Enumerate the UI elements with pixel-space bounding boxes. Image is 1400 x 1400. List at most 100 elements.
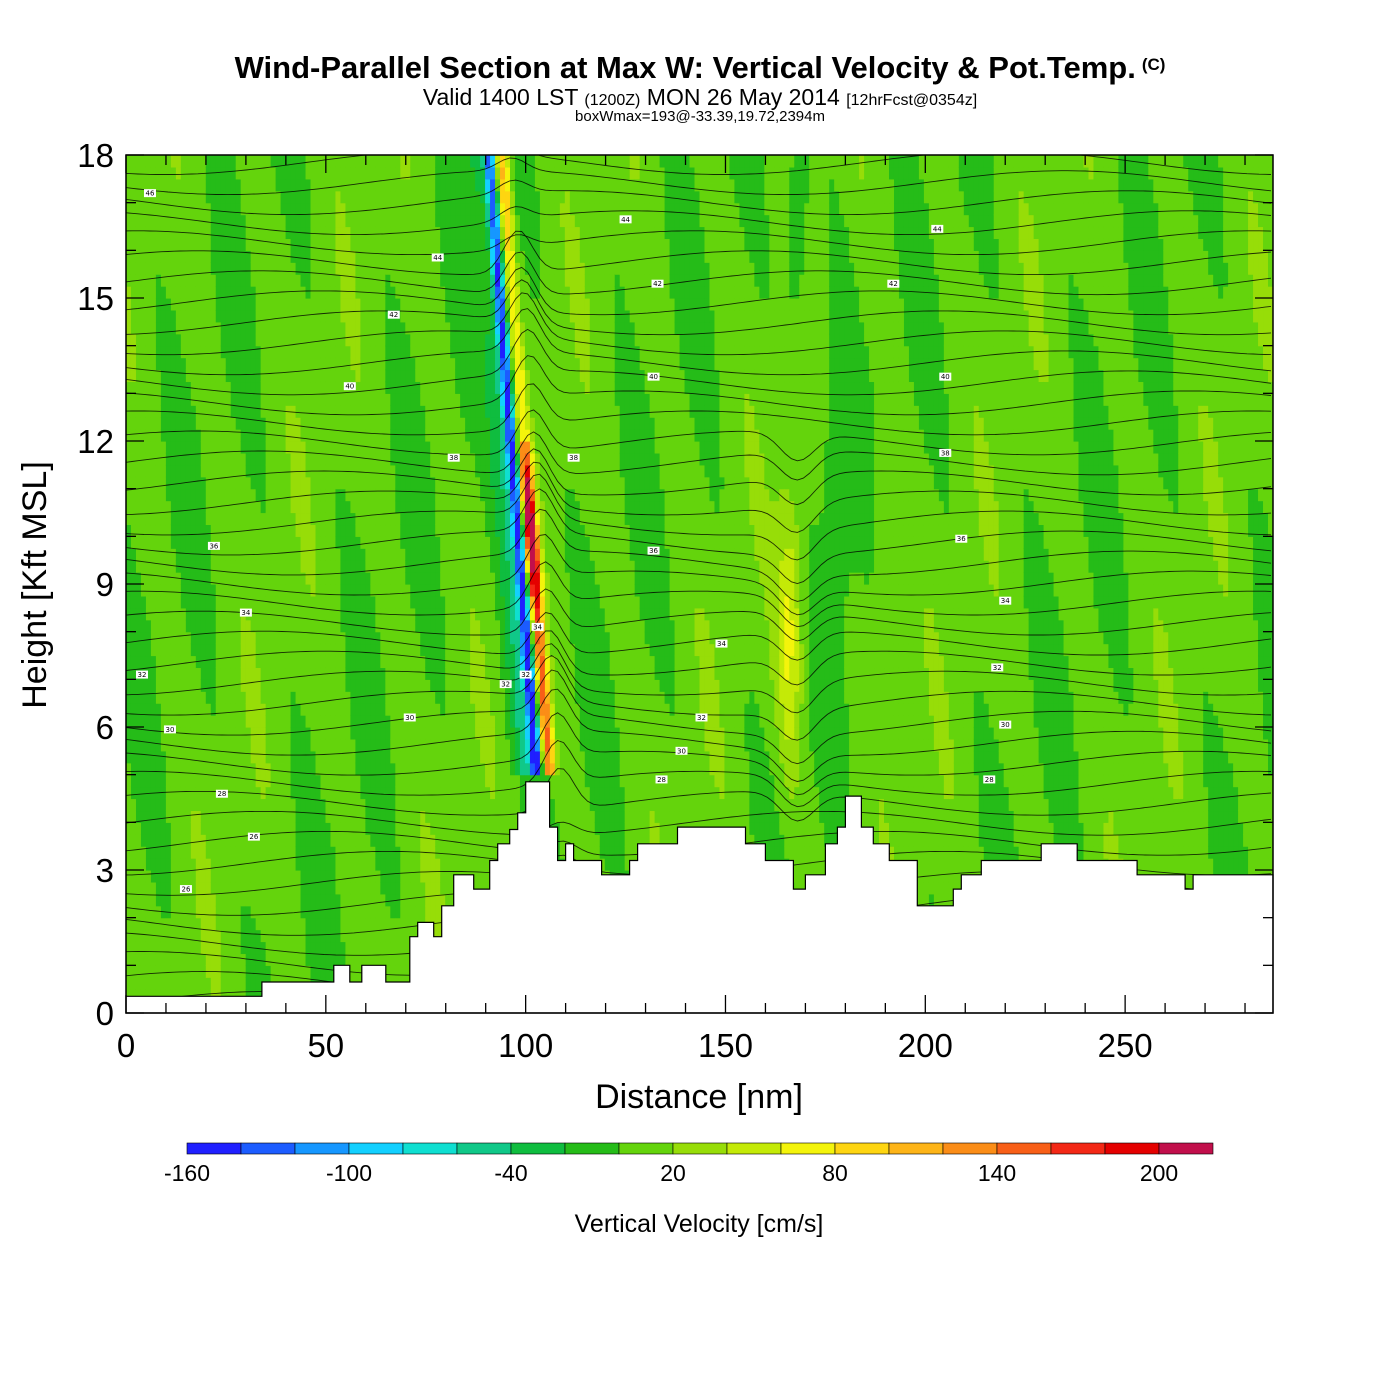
theta-contour	[126, 534, 1272, 616]
contour-label-box	[343, 382, 356, 391]
y-axis-title: Height [Kft MSL]	[16, 461, 54, 709]
contour-label-box	[715, 639, 728, 648]
colorbar-swatch	[888, 1142, 944, 1155]
theta-contour	[126, 431, 1272, 481]
y-tick-label: 12	[77, 423, 114, 460]
contour-label: 32	[501, 681, 510, 689]
contour-label-box	[499, 680, 512, 689]
colorbar-swatch	[510, 1142, 566, 1155]
contour-label: 34	[717, 640, 726, 648]
colorbar-swatch	[942, 1142, 998, 1155]
contour-label-box	[239, 608, 252, 617]
contour-label-box	[647, 546, 660, 555]
colorbar-swatch	[1158, 1142, 1214, 1155]
theta-contour	[126, 588, 1272, 642]
contour-label: 36	[957, 535, 966, 543]
contour-label-box	[135, 670, 148, 679]
x-tick-label: 250	[1098, 1027, 1153, 1064]
contour-label-box	[939, 448, 952, 457]
forecast-info: [12hrFcst@0354z]	[846, 92, 978, 109]
colorbar-tick-label: -160	[164, 1160, 210, 1186]
theta-contour	[126, 688, 1272, 782]
contour-label: 34	[533, 623, 542, 631]
contour-label: 40	[345, 383, 354, 391]
contour-label-box	[567, 453, 580, 462]
contour-label-box	[695, 713, 708, 722]
theta-contour	[126, 643, 1272, 714]
theta-contour	[126, 111, 1271, 135]
contour-label-box	[531, 622, 544, 631]
chart-title-text: Wind-Parallel Section at Max W: Vertical…	[234, 50, 1136, 85]
boxwmax-info: boxWmax=193@-33.39,19.72,2394m	[575, 108, 825, 125]
x-tick-label: 100	[498, 1027, 553, 1064]
contour-label: 40	[649, 373, 658, 381]
colorbar-tick-label: -40	[494, 1160, 527, 1186]
theta-contour	[126, 612, 1272, 661]
theta-contour	[126, 508, 1272, 602]
theta-contour	[126, 739, 1272, 808]
theta-contour	[126, 810, 1272, 836]
contour-label-box	[931, 224, 944, 233]
colorbar-swatch	[564, 1142, 620, 1155]
contour-label: 42	[653, 280, 662, 288]
theta-contour	[126, 179, 1272, 216]
contour-label: 38	[569, 454, 578, 462]
y-tick-label: 0	[96, 995, 114, 1032]
contour-label-box	[207, 541, 220, 550]
theta-contour	[126, 409, 1272, 462]
x-tick-label: 200	[898, 1027, 953, 1064]
contour-label-box	[519, 670, 532, 679]
theta-contour	[126, 669, 1272, 765]
contour-label-box	[999, 720, 1012, 729]
contour-label: 32	[138, 671, 147, 679]
contour-labels: 46 44 42 40 44 42 40 44 42 40 38 38 38 36 36 36 34 34 34 32…	[135, 189, 1012, 894]
y-tick-label: 15	[77, 280, 114, 317]
contour-label: 36	[649, 547, 658, 555]
colorbar-swatch	[672, 1142, 728, 1155]
colorbar-title: Vertical Velocity [cm/s]	[575, 1210, 824, 1238]
contour-label-box	[999, 596, 1012, 605]
y-tick-label: 9	[96, 566, 114, 603]
contour-label-box	[655, 775, 668, 784]
colorbar-swatch	[402, 1142, 458, 1155]
chart-subtitle: Valid 1400 LST (1200Z) MON 26 May 2014 […	[0, 84, 1400, 114]
contour-label: 30	[1001, 721, 1010, 729]
theta-contour	[126, 488, 1272, 584]
chart-title: Wind-Parallel Section at Max W: Vertical…	[0, 50, 1400, 86]
contour-label: 34	[241, 609, 250, 617]
contour-label: 26	[249, 833, 258, 841]
contour-label: 30	[677, 747, 686, 755]
contour-label: 34	[1001, 597, 1010, 605]
contour-label-box	[651, 279, 664, 288]
contour-label: 44	[433, 254, 442, 262]
contour-label-box	[983, 775, 996, 784]
theta-contour	[126, 251, 1272, 296]
colorbar-swatch	[456, 1142, 512, 1155]
contour-label-box	[447, 453, 460, 462]
contour-label-box	[675, 746, 688, 755]
y-tick-label: 6	[96, 709, 114, 746]
contour-label: 42	[889, 280, 898, 288]
contour-label: 44	[933, 225, 942, 233]
theta-contour	[126, 292, 1272, 356]
contour-label: 30	[166, 726, 175, 734]
contour-label: 32	[521, 671, 530, 679]
contour-label: 38	[941, 449, 950, 457]
terrain	[125, 781, 1274, 1014]
contour-label: 28	[657, 776, 666, 784]
contour-label-box	[939, 372, 952, 381]
colorbar-swatch	[1104, 1142, 1160, 1155]
colorbar-swatch	[996, 1142, 1052, 1155]
valid-date: MON 26 May 2014	[646, 84, 840, 110]
valid-utc: (1200Z)	[584, 92, 641, 109]
contour-label-box	[179, 885, 192, 894]
colorbar-swatch	[780, 1142, 836, 1155]
y-tick-label: 3	[96, 852, 114, 889]
theta-contour	[126, 308, 1272, 376]
contour-label-box	[143, 189, 156, 198]
theta-contour	[126, 155, 1272, 175]
colorbar-tick-label: 80	[822, 1160, 848, 1186]
contour-label-box	[403, 713, 416, 722]
x-tick-label: 0	[117, 1027, 135, 1064]
